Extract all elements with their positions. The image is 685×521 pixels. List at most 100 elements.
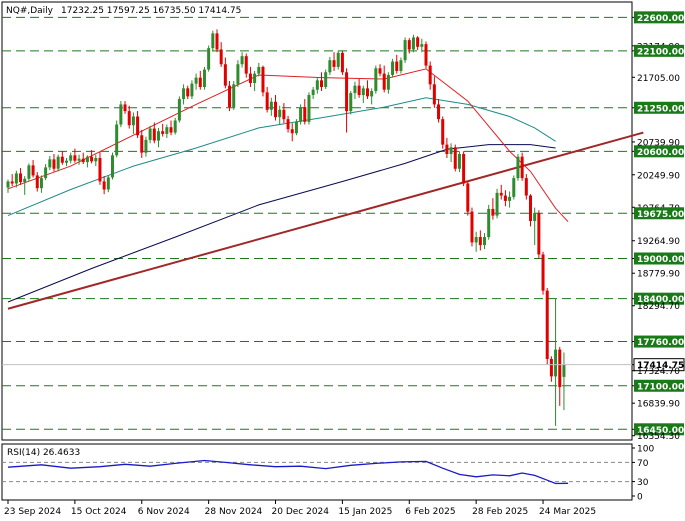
candle-body <box>524 178 528 196</box>
rsi-tick-label: 30 <box>637 478 649 488</box>
candle-body <box>361 88 365 96</box>
candle-body <box>244 56 248 74</box>
candle <box>140 129 144 159</box>
candle <box>399 57 403 74</box>
rsi-title: RSI(14) 26.4633 <box>7 448 80 458</box>
candle <box>81 152 85 165</box>
candle <box>382 65 386 93</box>
rsi-tick-label: 0 <box>637 493 643 503</box>
candle <box>520 152 524 181</box>
candle-body <box>90 156 94 162</box>
candle <box>324 69 328 90</box>
candle <box>508 191 512 208</box>
rsi-levels <box>2 461 632 483</box>
x-tick-label: 15 Jan 2025 <box>338 507 392 517</box>
candle <box>349 91 353 115</box>
candle-body <box>48 159 52 168</box>
candle-body <box>374 68 378 92</box>
candle <box>457 151 461 173</box>
candle-body <box>554 349 558 377</box>
y-tick-label: 16354.30 <box>637 432 680 442</box>
candle <box>27 163 31 182</box>
main-price-panel: NQ#,Daily 17232.25 17597.25 16735.50 174… <box>1 1 644 441</box>
candle <box>244 53 248 78</box>
candle-body <box>353 85 357 94</box>
candle-body <box>148 128 152 140</box>
candle <box>186 85 190 100</box>
y-tick-label: 20739.90 <box>637 138 680 148</box>
candle-body <box>85 156 89 163</box>
candle-body <box>152 128 156 141</box>
level-label: 18400.00 <box>637 295 684 305</box>
candle-body <box>474 237 478 243</box>
candle-body <box>457 153 461 169</box>
candle-body <box>194 77 198 84</box>
candle-body <box>65 160 69 163</box>
candle <box>441 116 445 149</box>
level-label-box <box>634 423 684 436</box>
candle-body <box>483 237 487 246</box>
candle-body <box>449 147 453 154</box>
candle-body <box>407 40 411 50</box>
candle <box>478 230 482 251</box>
y-tick-label: 18294.70 <box>637 302 680 312</box>
current-price-box <box>633 358 685 372</box>
candle <box>102 176 106 195</box>
candle-body <box>219 49 223 65</box>
candle-body <box>437 104 441 120</box>
candle <box>248 66 252 88</box>
candle-body <box>56 156 60 169</box>
candle-body <box>257 66 261 74</box>
rsi-axis: 100 70 30 0 <box>632 445 654 503</box>
candle <box>19 168 23 185</box>
candle <box>152 122 156 144</box>
trendline-layer <box>7 131 644 310</box>
candle <box>35 172 39 192</box>
candle <box>332 52 336 71</box>
candle-body <box>365 88 369 97</box>
candle <box>261 65 265 97</box>
candle-body <box>445 144 449 154</box>
candle-body <box>52 159 56 169</box>
level-label: 16450.00 <box>637 426 684 436</box>
candle <box>69 152 73 164</box>
candle-body <box>491 208 495 216</box>
candle-body <box>27 165 31 179</box>
x-tick-label: 28 Feb 2025 <box>472 507 528 517</box>
candle-body <box>499 192 503 196</box>
candle <box>499 184 503 200</box>
chart-ohlc-values: 17232.25 17597.25 16735.50 17414.75 <box>61 6 241 16</box>
candle <box>416 36 420 51</box>
candle-body <box>340 52 344 73</box>
level-label-box <box>634 44 684 57</box>
candle <box>299 104 303 125</box>
candle <box>554 298 558 426</box>
level-label: 17100.00 <box>637 382 684 392</box>
candle <box>90 149 94 164</box>
level-label-box <box>634 145 684 158</box>
candle <box>165 124 169 138</box>
y-tick-label: 17324.70 <box>637 367 680 377</box>
x-tick-label: 20 Dec 2024 <box>272 507 330 517</box>
candle <box>345 68 349 133</box>
candle-body <box>416 37 420 47</box>
candle <box>77 154 81 165</box>
candle <box>474 231 478 252</box>
y-tick-label: 21705.00 <box>637 74 680 84</box>
rsi-tick-label: 70 <box>637 459 649 469</box>
candle-body <box>290 129 294 134</box>
candle <box>265 87 269 113</box>
candle <box>156 127 160 148</box>
candle <box>391 58 395 78</box>
candle-body <box>228 85 232 108</box>
x-tick-label: 23 Sep 2024 <box>4 507 61 517</box>
trendline <box>7 131 644 310</box>
candle-body <box>549 358 553 377</box>
candle-body <box>232 84 236 108</box>
candle-body <box>140 135 144 153</box>
candle <box>487 204 491 240</box>
candle-body <box>357 85 361 96</box>
candle-body <box>332 60 336 67</box>
candle-body <box>265 92 269 110</box>
